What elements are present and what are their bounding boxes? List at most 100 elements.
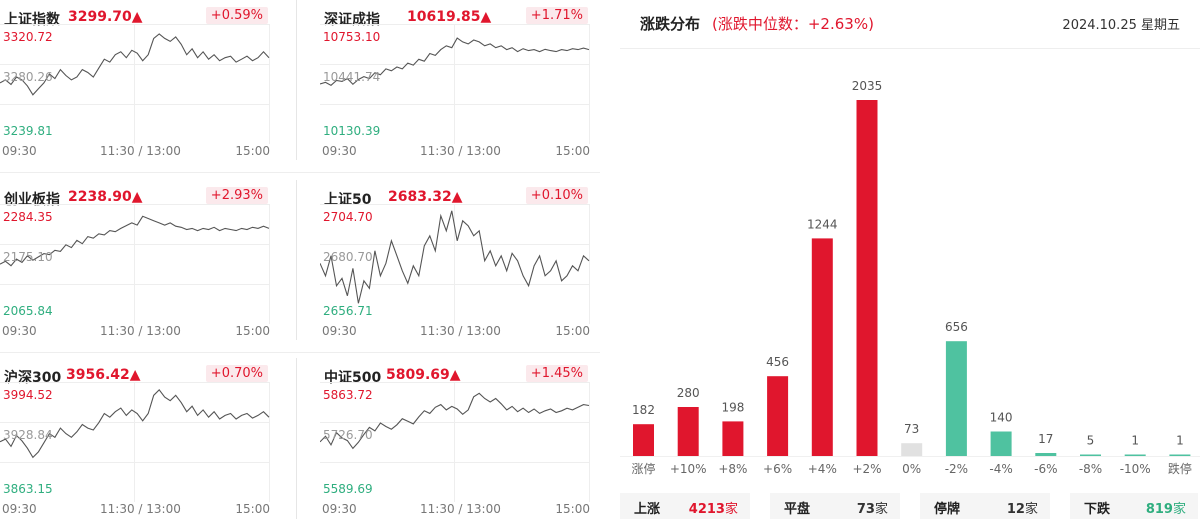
index-panel-5[interactable]: 中证500 5809.69▲ +1.45% 5863.72 5726.70 5589.69…	[320, 358, 590, 519]
bar-value-label: 656	[945, 320, 968, 334]
column-divider	[296, 0, 297, 160]
summary-unit: 家	[874, 502, 888, 517]
index-value: 2683.32▲	[388, 189, 463, 205]
distribution-bar[interactable]	[990, 431, 1012, 457]
index-panel-2[interactable]: 创业板指 2238.90▲ +2.93% 2284.35 2175.10 2065.84 0…	[0, 180, 270, 350]
index-value-number: 2238.90	[68, 189, 132, 205]
index-change-badge: +1.45%	[525, 365, 588, 382]
summary-rise: 上涨 4213家	[620, 493, 750, 519]
distribution-bar[interactable]	[1124, 454, 1146, 457]
index-value-number: 5809.69	[386, 367, 450, 383]
distribution-bar[interactable]	[1080, 454, 1101, 457]
index-panel-4[interactable]: 沪深300 3956.42▲ +0.70% 3994.52 3928.84 3863.15…	[0, 358, 270, 519]
time-label-close: 15:00	[235, 502, 270, 516]
distribution-bar[interactable]	[722, 421, 744, 456]
time-label-close: 15:00	[555, 144, 590, 158]
time-label-midday: 11:30 / 13:00	[420, 502, 501, 516]
time-label-midday: 11:30 / 13:00	[100, 144, 181, 158]
time-label-close: 15:00	[235, 144, 270, 158]
index-panel-1[interactable]: 深证成指 10619.85▲ +1.71% 10753.10 10441.74 10130…	[320, 0, 590, 170]
bar-category-label: +6%	[763, 462, 792, 476]
bar-value-label: 1	[1131, 434, 1139, 448]
index-panel-3[interactable]: 上证50 2683.32▲ +0.10% 2704.70 2680.70 2656.71 0…	[320, 180, 590, 350]
index-panel-0[interactable]: 上证指数 3299.70▲ +0.59% 3320.72 3280.26 3239.81 0…	[0, 0, 270, 170]
summary-unit: 家	[1172, 502, 1186, 517]
index-header: 创业板指 2238.90▲ +2.93%	[0, 180, 270, 208]
up-arrow-icon: ▲	[451, 189, 463, 205]
index-change-badge: +0.10%	[525, 187, 588, 204]
bar-value-label: 456	[766, 355, 789, 369]
summary-label: 上涨	[634, 502, 661, 517]
y-max-label: 5863.72	[323, 388, 373, 402]
distribution-bar[interactable]	[1035, 453, 1057, 456]
trade-date: 2024.10.25 星期五	[1062, 18, 1180, 33]
time-label-midday: 11:30 / 13:00	[420, 324, 501, 338]
summary-flat: 平盘 73家	[770, 493, 900, 519]
up-arrow-icon: ▲	[480, 9, 492, 25]
index-header: 上证指数 3299.70▲ +0.59%	[0, 0, 270, 28]
summary-label: 停牌	[934, 502, 961, 517]
intraday-line-chart	[320, 204, 590, 324]
y-min-label: 2656.71	[323, 304, 373, 318]
index-header: 沪深300 3956.42▲ +0.70%	[0, 358, 270, 386]
bar-category-label: 涨停	[631, 461, 655, 476]
summary-count: 819	[1145, 502, 1173, 517]
y-min-label: 2065.84	[3, 304, 53, 318]
distribution-bar[interactable]	[901, 443, 923, 456]
distribution-bar[interactable]	[767, 376, 789, 456]
summary-count: 4213	[688, 502, 725, 517]
bar-value-label: 73	[904, 422, 919, 436]
index-value-number: 2683.32	[388, 189, 452, 205]
time-label-close: 15:00	[235, 324, 270, 338]
index-value: 5809.69▲	[386, 367, 461, 383]
y-base-label: 5726.70	[323, 428, 373, 442]
distribution-bar[interactable]	[1169, 454, 1191, 457]
up-arrow-icon: ▲	[449, 367, 461, 383]
distribution-bar[interactable]	[633, 424, 654, 456]
index-price-line	[320, 392, 590, 450]
y-base-label: 3280.26	[3, 70, 53, 84]
y-base-label: 2175.10	[3, 250, 53, 264]
distribution-bar[interactable]	[856, 100, 878, 456]
index-price-line	[0, 33, 270, 96]
summary-unit: 家	[1024, 502, 1038, 517]
y-min-label: 3863.15	[3, 482, 53, 496]
distribution-title: 涨跌分布	[640, 15, 701, 33]
index-price-line	[320, 210, 590, 304]
distribution-bar[interactable]	[945, 341, 967, 456]
index-header: 深证成指 10619.85▲ +1.71%	[320, 0, 590, 28]
y-max-label: 2704.70	[323, 210, 373, 224]
time-label-open: 09:30	[322, 324, 357, 338]
bar-category-label: 0%	[902, 462, 921, 476]
summary-label: 平盘	[784, 502, 811, 517]
summary-suspended: 停牌 12家	[920, 493, 1050, 519]
index-price-line	[320, 37, 590, 86]
distribution-bar[interactable]	[677, 407, 699, 456]
median-change-subtitle: (涨跌中位数：+2.63%)	[712, 15, 874, 33]
index-price-line	[0, 388, 270, 459]
summary-count: 12	[1006, 502, 1025, 517]
bar-value-label: 140	[990, 411, 1013, 425]
row-divider	[0, 352, 600, 353]
distribution-panel: 涨跌分布 (涨跌中位数：+2.63%) 2024.10.25 星期五 182 涨停…	[620, 0, 1200, 519]
bar-category-label: +8%	[718, 462, 747, 476]
y-max-label: 3994.52	[3, 388, 53, 402]
time-label-open: 09:30	[322, 502, 357, 516]
time-label-close: 15:00	[555, 324, 590, 338]
time-label-close: 15:00	[555, 502, 590, 516]
column-divider	[296, 180, 297, 340]
bar-category-label: -8%	[1079, 462, 1102, 476]
summary-value: 12家	[1007, 498, 1038, 517]
summary-value: 73家	[857, 498, 888, 517]
index-panels: 上证指数 3299.70▲ +0.59% 3320.72 3280.26 3239.81 0…	[0, 0, 600, 519]
summary-unit: 家	[724, 502, 738, 517]
summary-value: 4213家	[689, 498, 738, 517]
summary-label: 下跌	[1084, 502, 1111, 517]
bar-category-label: -4%	[989, 462, 1012, 476]
bar-category-label: -6%	[1034, 462, 1057, 476]
bar-category-label: +10%	[670, 462, 707, 476]
distribution-bar[interactable]	[811, 238, 833, 456]
y-min-label: 3239.81	[3, 124, 53, 138]
up-arrow-icon: ▲	[129, 367, 141, 383]
index-header: 中证500 5809.69▲ +1.45%	[320, 358, 590, 386]
